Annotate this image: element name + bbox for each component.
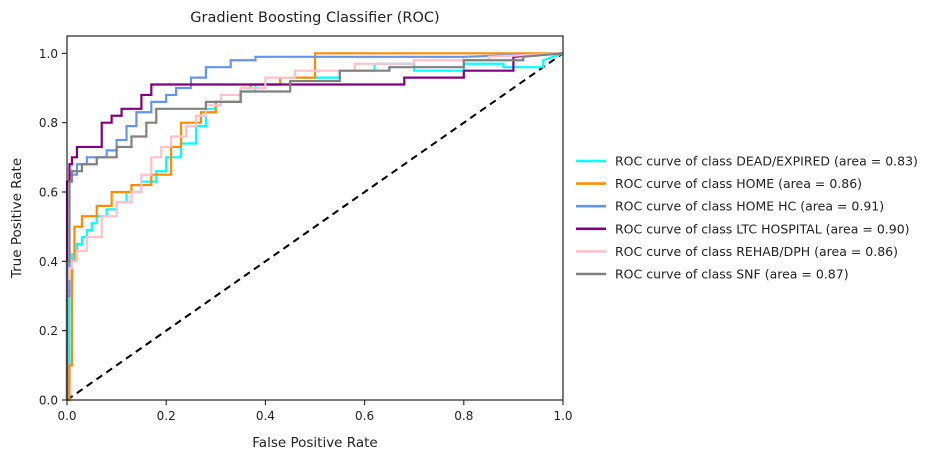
y-tick-label-5: 1.0 bbox=[39, 47, 58, 61]
x-tick-label-5: 1.0 bbox=[553, 409, 572, 423]
x-tick-label-1: 0.2 bbox=[157, 409, 176, 423]
legend-label-4: ROC curve of class REHAB/DPH (area = 0.8… bbox=[615, 244, 898, 259]
baseline-layer bbox=[66, 52, 564, 401]
plot-area bbox=[65, 35, 564, 402]
y-tick-label-4: 0.8 bbox=[39, 116, 58, 130]
series-line-5 bbox=[65, 52, 564, 400]
x-axis: 0.0 0.2 0.4 0.6 0.8 1.0 bbox=[57, 400, 573, 423]
series-line-2 bbox=[65, 52, 564, 400]
series-line-3 bbox=[65, 52, 564, 400]
series-layer bbox=[65, 52, 564, 402]
x-tick-label-2: 0.4 bbox=[256, 409, 275, 423]
x-tick-label-4: 0.8 bbox=[454, 409, 473, 423]
x-axis-label: False Positive Rate bbox=[252, 435, 377, 451]
y-tick-label-0: 0.0 bbox=[39, 394, 58, 408]
legend-label-2: ROC curve of class HOME HC (area = 0.91) bbox=[615, 199, 884, 214]
legend-label-0: ROC curve of class DEAD/EXPIRED (area = … bbox=[615, 154, 918, 169]
y-tick-label-2: 0.4 bbox=[39, 255, 58, 269]
baseline-diagonal bbox=[66, 52, 564, 401]
x-tick-label-0: 0.0 bbox=[57, 409, 76, 423]
chart-title: Gradient Boosting Classifier (ROC) bbox=[190, 10, 439, 26]
legend-label-1: ROC curve of class HOME (area = 0.86) bbox=[615, 176, 862, 191]
y-tick-label-1: 0.2 bbox=[39, 324, 58, 338]
y-axis-label: True Positive Rate bbox=[9, 158, 25, 279]
plot-frame bbox=[66, 35, 564, 401]
x-tick-label-3: 0.6 bbox=[355, 409, 374, 423]
legend-label-5: ROC curve of class SNF (area = 0.87) bbox=[615, 267, 849, 282]
y-tick-label-3: 0.6 bbox=[39, 186, 58, 200]
legend: ROC curve of class DEAD/EXPIRED (area = … bbox=[576, 154, 918, 282]
y-axis: 0.0 0.2 0.4 0.6 0.8 1.0 bbox=[39, 47, 67, 408]
legend-label-3: ROC curve of class LTC HOSPITAL (area = … bbox=[615, 221, 910, 236]
series-line-4 bbox=[65, 52, 564, 400]
